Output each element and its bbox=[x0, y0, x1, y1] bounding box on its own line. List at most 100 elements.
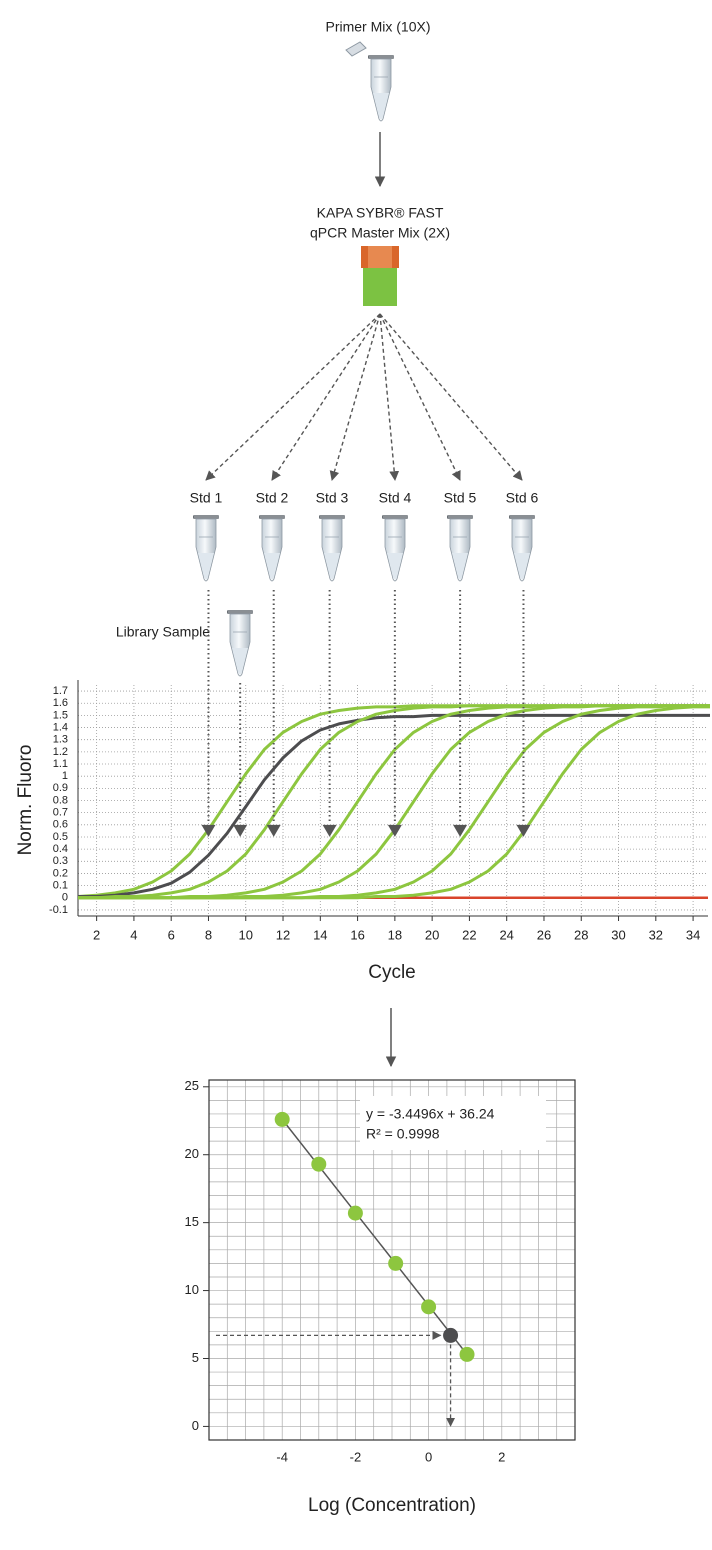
dispense-arrow bbox=[205, 313, 381, 481]
amplification-curves bbox=[78, 704, 710, 900]
y-tick-label: 1.5 bbox=[53, 709, 68, 721]
dispense-arrow bbox=[271, 313, 381, 481]
x-tick-label: 2 bbox=[93, 927, 100, 942]
standard-label: Std 1 bbox=[190, 490, 223, 506]
y-tick-label: 0.2 bbox=[53, 867, 68, 879]
y-tick-label: 0.7 bbox=[53, 807, 68, 819]
y-tick-label: 0.5 bbox=[53, 831, 68, 843]
threshold-marker bbox=[453, 824, 468, 837]
x-tick-label: 14 bbox=[313, 927, 327, 942]
y-tick-label: 0.8 bbox=[53, 794, 68, 806]
standard-tube bbox=[259, 515, 285, 582]
sample-tube bbox=[227, 610, 253, 677]
sample-label: Library Sample bbox=[116, 624, 210, 640]
y-tick-label: 20 bbox=[185, 1146, 199, 1161]
y-tick-label: 25 bbox=[185, 1078, 199, 1093]
x-tick-label: 0 bbox=[425, 1449, 432, 1464]
y-axis-label: Norm. Fluoro bbox=[15, 745, 36, 856]
master-mix-label: KAPA SYBR® FAST bbox=[317, 205, 444, 221]
y-tick-label: 0 bbox=[62, 892, 68, 904]
y-tick-label: 10 bbox=[185, 1282, 199, 1297]
x-tick-label: -2 bbox=[350, 1449, 362, 1464]
threshold-marker bbox=[322, 824, 337, 837]
x-axis-label: Log (Concentration) bbox=[308, 1495, 476, 1516]
x-tick-label: 10 bbox=[239, 927, 253, 942]
data-point bbox=[459, 1346, 475, 1362]
primer-label: Primer Mix (10X) bbox=[325, 19, 430, 35]
threshold-marker bbox=[516, 824, 531, 837]
y-tick-label: -0.1 bbox=[49, 904, 68, 916]
threshold-marker bbox=[266, 824, 281, 837]
y-tick-label: 1.3 bbox=[53, 734, 68, 746]
data-point bbox=[274, 1111, 290, 1127]
x-tick-label: 8 bbox=[205, 927, 212, 942]
y-tick-label: 1.6 bbox=[53, 697, 68, 709]
standard-label: Std 6 bbox=[506, 490, 539, 506]
x-tick-label: 24 bbox=[499, 927, 513, 942]
dispense-arrow bbox=[379, 313, 523, 481]
y-tick-label: 0.9 bbox=[53, 782, 68, 794]
y-tick-label: 0.6 bbox=[53, 819, 68, 831]
threshold-marker bbox=[201, 824, 216, 837]
y-tick-label: 1.2 bbox=[53, 746, 68, 758]
y-tick-label: 5 bbox=[192, 1350, 199, 1365]
dispense-arrow bbox=[329, 313, 381, 481]
x-tick-label: -4 bbox=[276, 1449, 288, 1464]
primer-tube bbox=[345, 41, 394, 122]
x-tick-label: 16 bbox=[350, 927, 364, 942]
y-tick-label: 1.4 bbox=[53, 721, 68, 733]
x-tick-label: 6 bbox=[168, 927, 175, 942]
standard-label: Std 5 bbox=[444, 490, 477, 506]
x-tick-label: 12 bbox=[276, 927, 290, 942]
x-tick-label: 30 bbox=[611, 927, 625, 942]
data-point bbox=[388, 1255, 404, 1271]
dispense-arrow bbox=[379, 313, 461, 481]
dispense-arrows bbox=[205, 313, 523, 481]
y-tick-label: 0.4 bbox=[53, 843, 68, 855]
x-tick-label: 26 bbox=[537, 927, 551, 942]
amplification-chart: -0.100.10.20.30.40.50.60.70.80.911.11.21… bbox=[15, 680, 708, 983]
y-tick-label: 0.3 bbox=[53, 855, 68, 867]
master-mix-label: qPCR Master Mix (2X) bbox=[310, 225, 450, 241]
data-point bbox=[347, 1205, 363, 1221]
fit-line bbox=[281, 1118, 468, 1355]
unknown-point bbox=[443, 1327, 459, 1343]
y-tick-label: 0 bbox=[192, 1418, 199, 1433]
x-tick-label: 32 bbox=[649, 927, 663, 942]
x-tick-label: 28 bbox=[574, 927, 588, 942]
standard-label: Std 2 bbox=[256, 490, 289, 506]
standard-label: Std 3 bbox=[316, 490, 349, 506]
y-tick-label: 1.7 bbox=[53, 685, 68, 697]
standard-tube bbox=[193, 515, 219, 582]
x-tick-label: 18 bbox=[388, 927, 402, 942]
standard-tube bbox=[382, 515, 408, 582]
y-tick-label: 15 bbox=[185, 1214, 199, 1229]
x-tick-label: 2 bbox=[498, 1449, 505, 1464]
y-tick-label: 1 bbox=[62, 770, 68, 782]
master-mix-bottle bbox=[361, 246, 399, 306]
x-tick-label: 34 bbox=[686, 927, 700, 942]
x-axis-label: Cycle bbox=[368, 962, 416, 983]
y-tick-label: 1.1 bbox=[53, 758, 68, 770]
curve bbox=[78, 705, 710, 900]
standard-tube bbox=[509, 515, 535, 582]
y-tick-label: 0.1 bbox=[53, 880, 68, 892]
x-tick-label: 22 bbox=[462, 927, 476, 942]
dispense-arrow bbox=[379, 313, 400, 481]
standard-curve-chart: 0 5 10 15 20 25 -4 -2 0 2 Log (Concentration) y = -… bbox=[185, 1078, 576, 1516]
x-tick-label: 20 bbox=[425, 927, 439, 942]
standard-tube bbox=[447, 515, 473, 582]
data-point bbox=[421, 1299, 437, 1315]
annotation: y = -3.4496x + 36.24 bbox=[366, 1106, 495, 1122]
standard-tubes: Std 1 Std 2 Std 3 Std 4 Std 5 Std 6 bbox=[190, 490, 539, 582]
standard-tube bbox=[319, 515, 345, 582]
threshold-markers bbox=[201, 590, 531, 837]
annotation-box bbox=[360, 1096, 546, 1150]
plot-frame bbox=[208, 1079, 576, 1441]
data-point bbox=[311, 1156, 327, 1172]
threshold-marker bbox=[387, 824, 402, 837]
standard-label: Std 4 bbox=[379, 490, 412, 506]
annotation: R² = 0.9998 bbox=[366, 1126, 440, 1142]
x-tick-label: 4 bbox=[130, 927, 137, 942]
